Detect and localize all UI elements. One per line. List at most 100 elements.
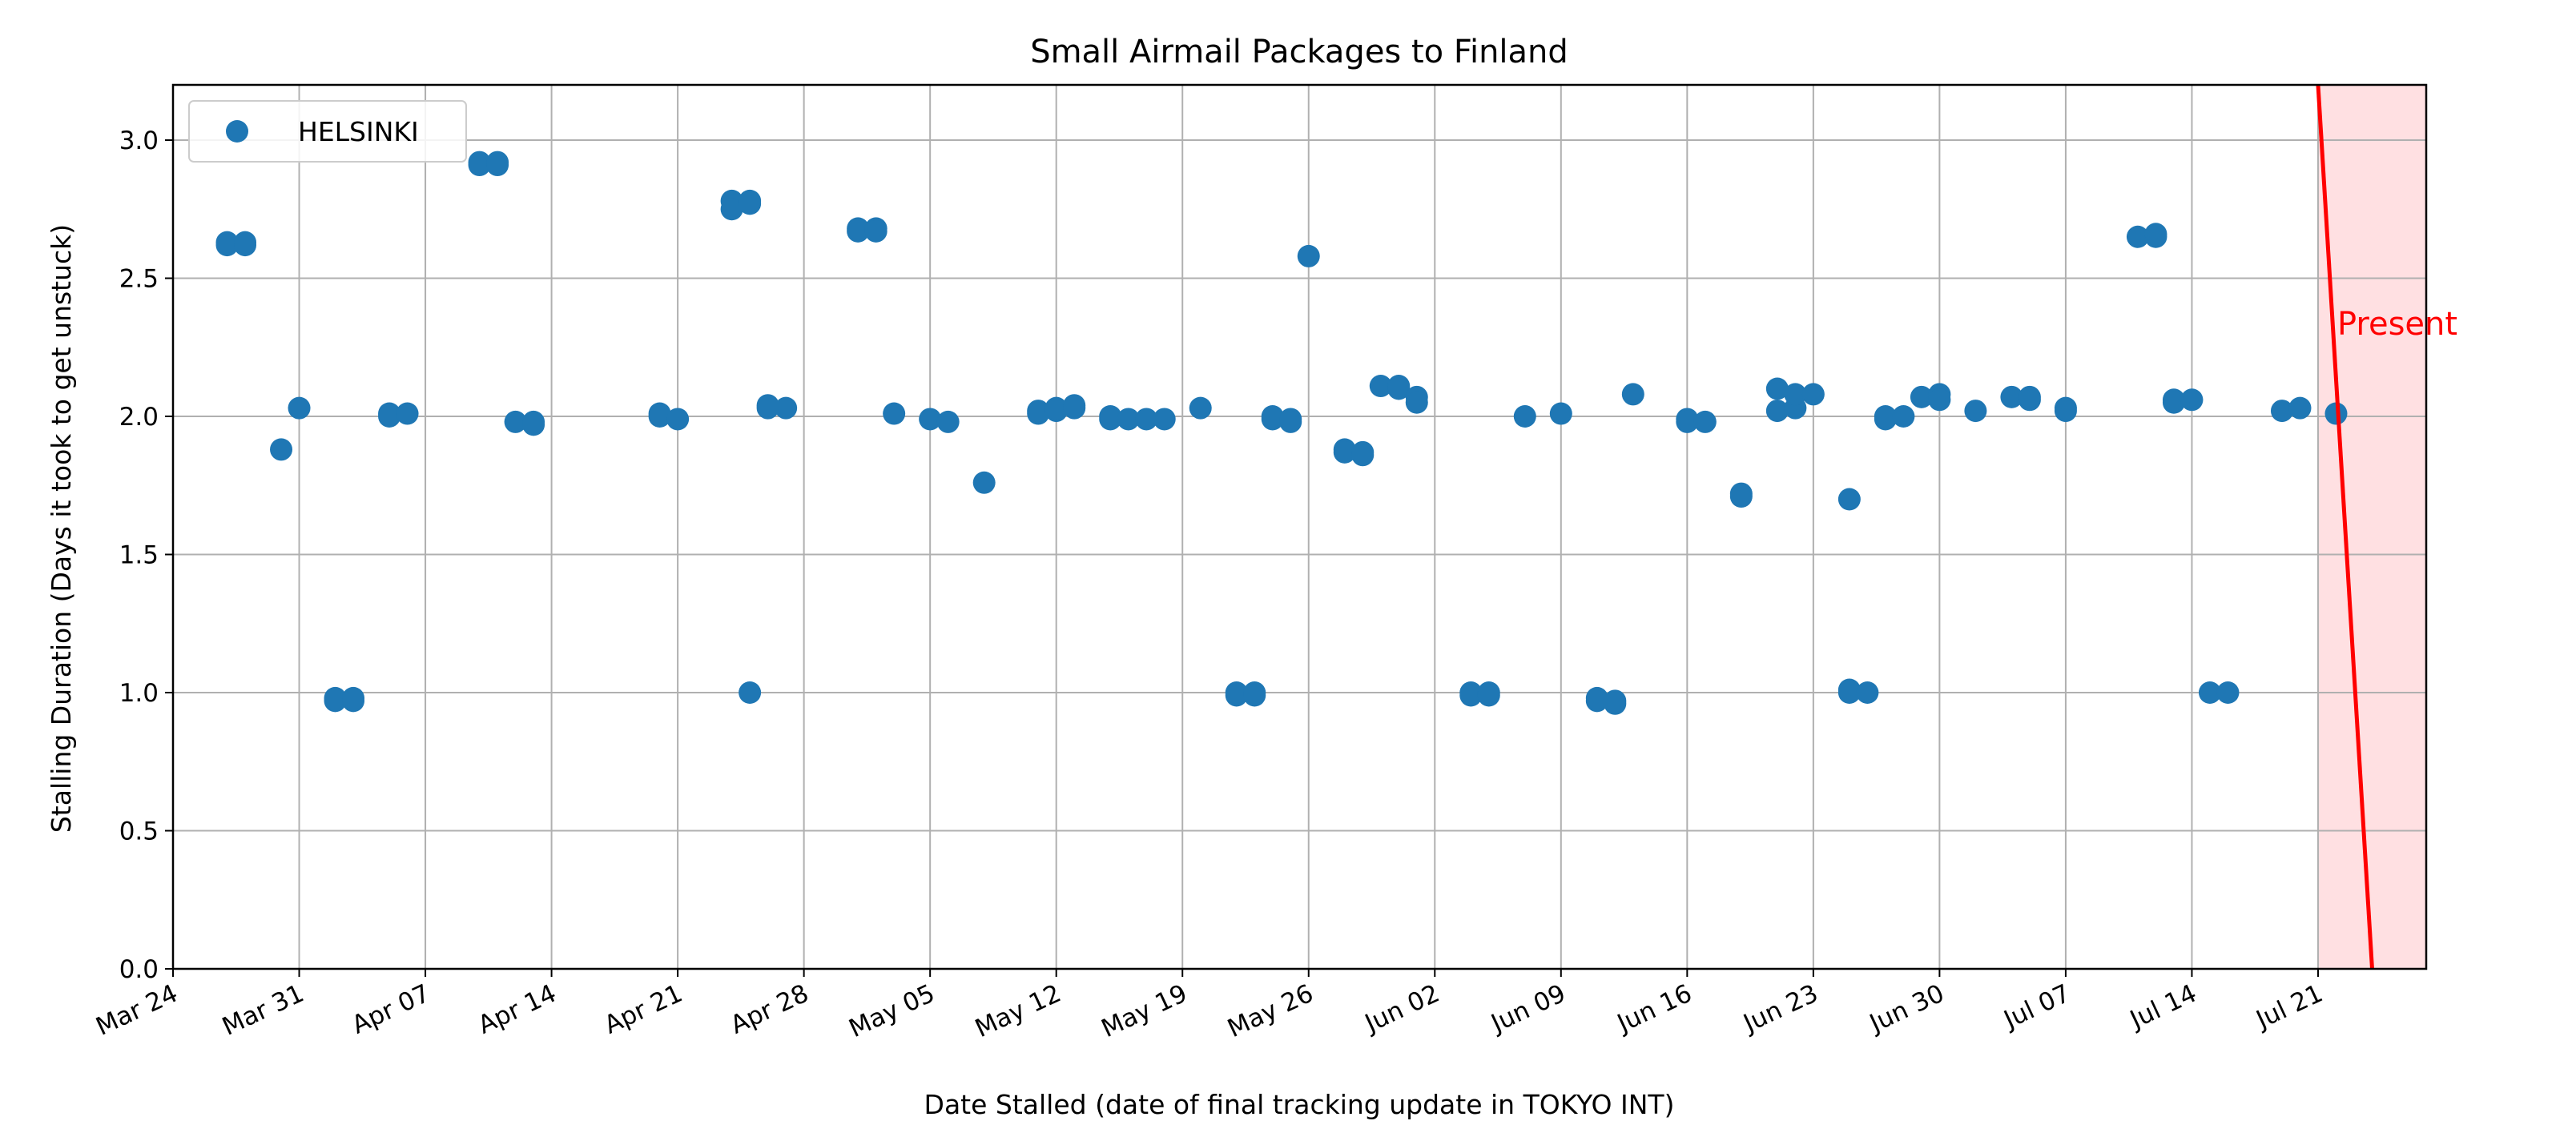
data-point <box>1892 405 1915 428</box>
data-point <box>739 192 762 215</box>
data-point <box>1189 396 1212 420</box>
data-point <box>1135 408 1158 431</box>
data-point <box>1117 408 1140 431</box>
data-point <box>2216 681 2240 704</box>
grid-layer <box>172 85 2426 970</box>
data-point <box>847 217 870 240</box>
data-point <box>234 231 257 254</box>
data-point <box>504 410 527 433</box>
x-axis-label: Date Stalled (date of final tracking upd… <box>924 1089 1675 1120</box>
data-point <box>324 686 347 709</box>
data-point <box>1801 383 1825 406</box>
data-point <box>1351 444 1375 467</box>
data-point <box>378 402 401 425</box>
data-point <box>883 402 906 425</box>
data-point <box>739 681 762 704</box>
data-point <box>1477 684 1500 707</box>
legend-marker <box>226 120 248 143</box>
data-point <box>2054 396 2077 420</box>
legend-series-label: HELSINKI <box>298 116 419 147</box>
y-tick-label: 1.0 <box>119 679 159 708</box>
data-point <box>270 438 293 461</box>
data-point <box>2144 223 2167 246</box>
data-point <box>1405 391 1428 414</box>
data-point <box>756 394 779 417</box>
legend: HELSINKI <box>188 100 467 163</box>
data-point <box>1027 400 1050 423</box>
data-point <box>1765 377 1789 400</box>
data-point <box>1964 400 1987 423</box>
points-layer <box>215 151 2348 715</box>
data-point <box>468 151 491 174</box>
data-point <box>720 198 743 221</box>
data-point <box>1910 385 1933 408</box>
data-point <box>2324 402 2348 425</box>
data-point <box>1928 388 1951 412</box>
data-point <box>1693 410 1717 433</box>
present-span-layer <box>2317 85 2426 969</box>
data-point <box>1837 678 1861 701</box>
data-point <box>936 410 960 433</box>
data-point <box>522 410 545 433</box>
y-tick-label: 0.0 <box>119 955 159 984</box>
data-point <box>1676 410 1699 433</box>
data-point <box>864 219 888 243</box>
data-point <box>1297 244 1320 267</box>
data-point <box>1063 394 1086 417</box>
data-point <box>1279 410 1302 433</box>
y-tick-label: 1.5 <box>119 541 159 570</box>
data-point <box>1549 402 1572 425</box>
present-annotation: Present <box>2337 306 2457 343</box>
y-axis-label: Stalling Duration (Days it took to get u… <box>46 224 77 833</box>
data-point <box>1099 408 1122 431</box>
data-point <box>1874 408 1897 431</box>
data-point <box>1513 405 1536 428</box>
data-point <box>2000 385 2023 408</box>
data-point <box>1856 681 1879 704</box>
data-point <box>1044 396 1068 420</box>
data-point <box>2198 681 2221 704</box>
present-line <box>2316 84 2374 970</box>
data-point <box>1225 681 1248 704</box>
y-tick-label: 0.5 <box>119 818 159 846</box>
data-point <box>1621 383 1644 406</box>
data-point <box>1604 692 1627 715</box>
legend-frame <box>188 100 467 163</box>
data-point <box>2162 391 2185 414</box>
data-point <box>342 686 365 709</box>
data-point <box>666 408 690 431</box>
data-point <box>1784 383 1807 406</box>
data-point <box>919 408 942 431</box>
present-span <box>2317 85 2426 969</box>
data-point <box>288 396 311 420</box>
data-point <box>486 151 509 174</box>
data-point <box>1765 400 1789 423</box>
data-point <box>2270 400 2293 423</box>
data-point <box>1333 440 1356 464</box>
data-point <box>1369 375 1392 398</box>
data-point <box>396 402 419 425</box>
data-point <box>1585 686 1608 709</box>
chart-title: Small Airmail Packages to Finland <box>1030 34 1568 70</box>
data-point <box>1729 485 1753 508</box>
y-tick-label: 2.0 <box>119 403 159 432</box>
data-point <box>1459 684 1483 707</box>
y-tick-label: 3.0 <box>119 127 159 155</box>
data-point <box>1387 377 1411 400</box>
data-point <box>972 471 996 494</box>
data-point <box>215 234 239 257</box>
data-point <box>648 402 671 425</box>
present-line-layer <box>2316 84 2374 970</box>
data-point <box>2126 225 2149 248</box>
y-tick-label: 2.5 <box>119 265 159 294</box>
data-point <box>1837 488 1861 511</box>
data-point <box>1261 405 1284 428</box>
data-point <box>2288 396 2312 420</box>
data-point <box>775 396 798 420</box>
data-point <box>2018 385 2041 408</box>
data-point <box>2180 388 2204 412</box>
data-point <box>1243 681 1266 704</box>
data-point <box>1153 408 1176 431</box>
